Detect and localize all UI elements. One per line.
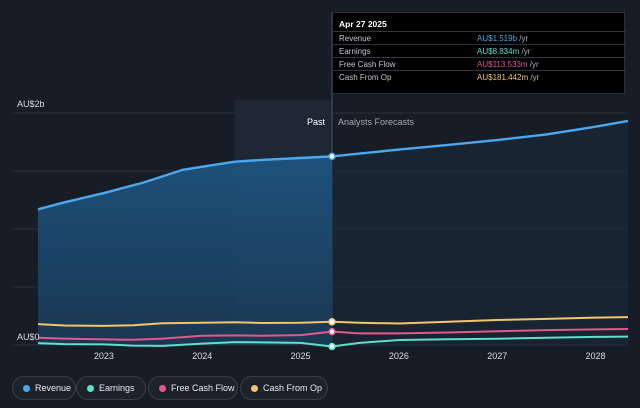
series-markers: [328, 152, 336, 351]
series-lines: [37, 119, 629, 348]
legend-dot: [159, 385, 166, 392]
series-line-free-cash-flow: [37, 327, 629, 341]
legend-item-revenue[interactable]: Revenue: [12, 376, 76, 400]
x-tick-label: 2025: [291, 351, 311, 361]
x-tick-label: 2024: [192, 351, 212, 361]
marker-earnings: [328, 342, 336, 351]
legend-label: Earnings: [99, 383, 135, 393]
tooltip-value: AU$181.442m /yr: [477, 73, 539, 82]
tooltip-value: AU$1.519b /yr: [477, 34, 528, 43]
legend-dot: [23, 385, 30, 392]
legend-label: Free Cash Flow: [171, 383, 235, 393]
x-tick-label: 2028: [586, 351, 606, 361]
marker-free-cash-flow: [328, 327, 336, 336]
marker-cash-from-op: [328, 318, 336, 326]
tooltip-unit: /yr: [517, 34, 529, 43]
x-tick-label: 2027: [487, 351, 507, 361]
series-line-earnings: [37, 335, 629, 348]
tooltip-unit: /yr: [527, 60, 539, 69]
tooltip-row-revenue: Revenue AU$1.519b /yr: [333, 31, 626, 45]
tooltip-row-free-cash-flow: Free Cash Flow AU$113.533m /yr: [333, 57, 626, 71]
legend-dot: [87, 385, 94, 392]
legend-item-free-cash-flow[interactable]: Free Cash Flow: [148, 376, 238, 400]
revenue-area: [38, 120, 628, 345]
tooltip-value: AU$113.533m /yr: [477, 60, 539, 69]
tooltip-unit: /yr: [528, 73, 540, 82]
tooltip-row-earnings: Earnings AU$8.834m /yr: [333, 44, 626, 58]
tooltip-value-text: AU$1.519b: [477, 34, 518, 43]
marker-revenue: [328, 152, 336, 161]
axis-labels: AU$2b AU$0 2023 2024 2025 2026 2027 2028 Past Ana…: [17, 99, 606, 361]
legend-label: Cash From Op: [263, 383, 323, 393]
y-axis-label-bottom: AU$0: [17, 332, 40, 342]
forecast-label: Analysts Forecasts: [338, 117, 415, 127]
tooltip-name: Cash From Op: [339, 73, 392, 82]
tooltip-value-text: AU$181.442m: [477, 73, 529, 82]
series-line-cash-from-op: [37, 316, 629, 327]
legend-item-earnings[interactable]: Earnings: [76, 376, 146, 400]
tooltip-unit: /yr: [519, 47, 531, 56]
x-tick-label: 2026: [389, 351, 409, 361]
y-axis-label-top: AU$2b: [17, 99, 45, 109]
legend-item-cash-from-op[interactable]: Cash From Op: [240, 376, 328, 400]
tooltip-name: Revenue: [339, 34, 372, 43]
legend-dot: [251, 385, 258, 392]
series-line-revenue: [37, 119, 629, 211]
tooltip-row-cash-from-op: Cash From Op AU$181.442m /yr: [333, 70, 626, 84]
tooltip-value-text: AU$8.834m: [477, 47, 520, 56]
revenue-area-past: [38, 156, 333, 345]
tooltip-name: Earnings: [339, 47, 371, 56]
tooltip-value-text: AU$113.533m: [477, 60, 528, 69]
tooltip-value: AU$8.834m /yr: [477, 47, 530, 56]
x-tick-label: 2023: [94, 351, 114, 361]
legend-label: Revenue: [35, 383, 72, 393]
hover-tooltip: Apr 27 2025 Revenue AU$1.519b /yr Earnin…: [332, 12, 626, 94]
tooltip-date: Apr 27 2025: [339, 19, 387, 29]
past-label: Past: [307, 117, 326, 127]
tooltip-name: Free Cash Flow: [339, 60, 396, 69]
